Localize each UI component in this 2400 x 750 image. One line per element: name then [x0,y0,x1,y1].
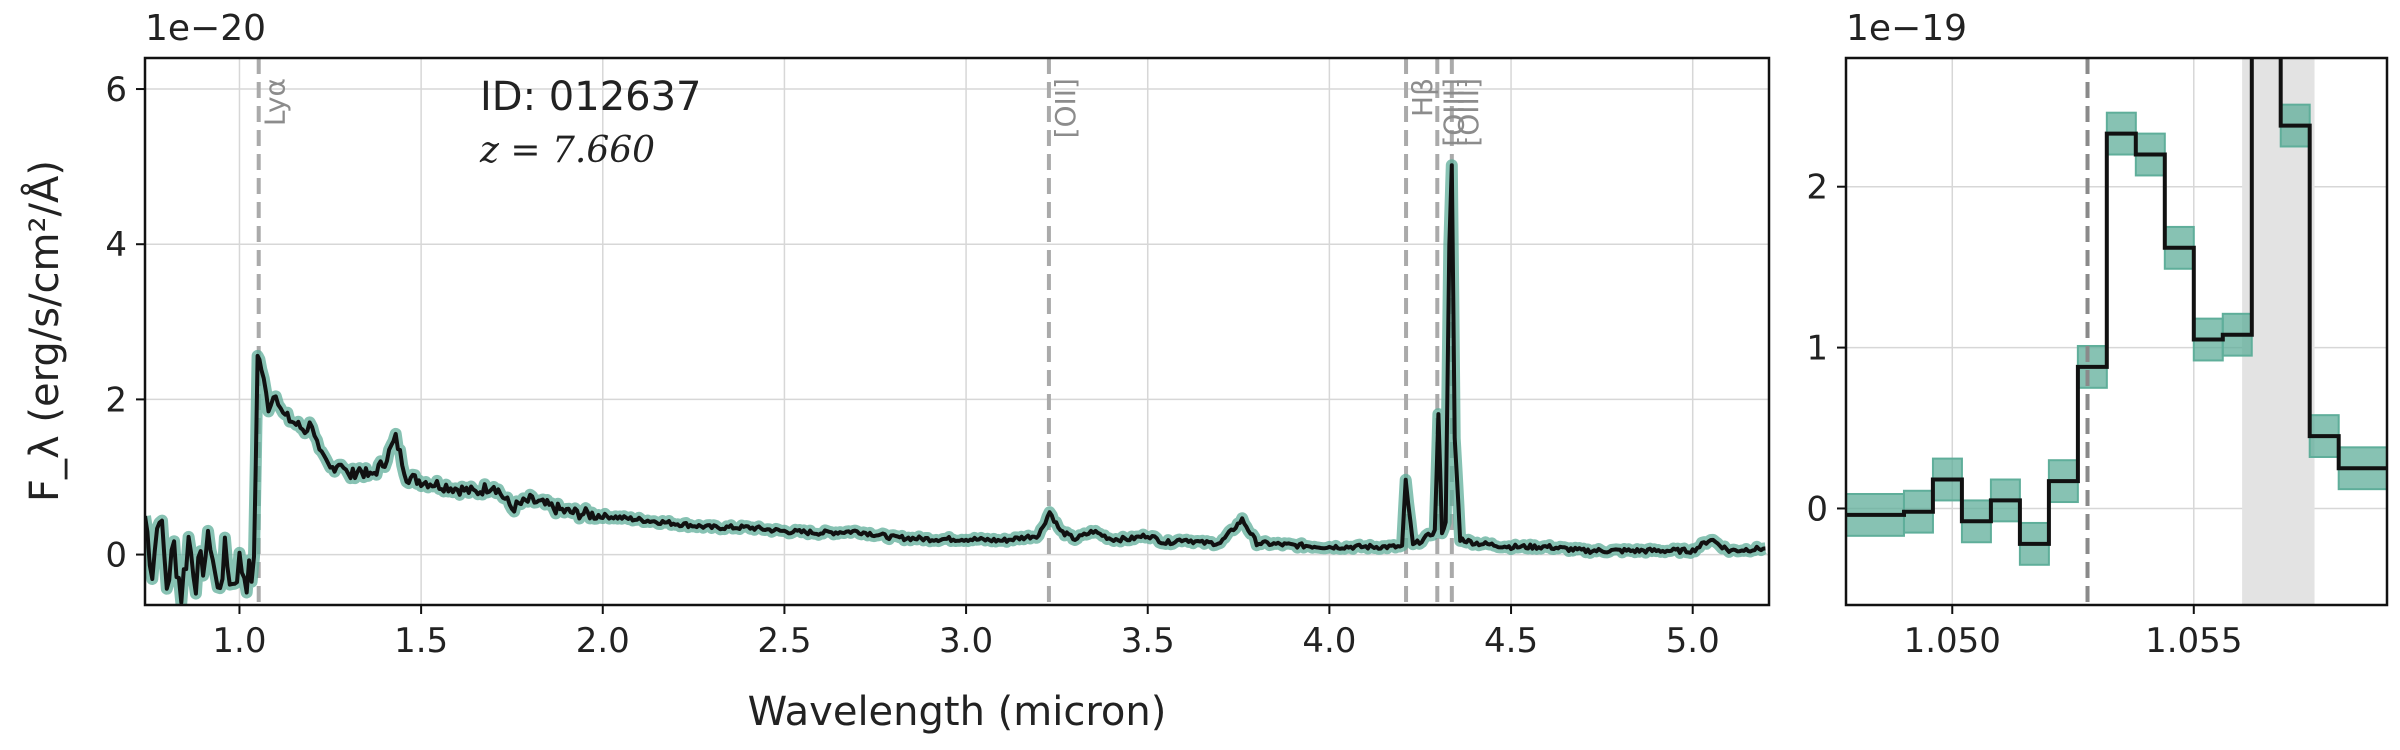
axis-ticks: 1.050 1.055 0 1 2 [1806,168,2242,661]
y-tick-label: 6 [105,70,127,110]
series-flux-step [1846,58,2387,546]
emission-line-label: [OII] [1049,78,1082,138]
plot-frame [1844,56,2389,607]
x-tick-label: 2.5 [757,621,811,661]
series-error-band [145,159,1769,605]
x-axis-label: Wavelength (micron) [748,689,1167,735]
emission-line-label: [OIII] [1452,78,1485,147]
emission-line-label: Lyα [259,78,292,126]
axis-ticks: 1.0 1.5 2.0 2.5 3.0 3.5 4.0 4.5 5.0 0 2 4 6 [105,70,1719,661]
y-axis-label: F_λ (erg/s/cm²/Å) [20,160,68,502]
emission-line-label: [OIII] [1437,78,1470,147]
y-tick-label: 4 [105,225,127,265]
redshift-annotation: z = 7.660 [479,130,655,171]
series-flux-line [145,163,1766,605]
panel-full-spectrum: 1.0 1.5 2.0 2.5 3.0 3.5 4.0 4.5 5.0 0 2 4 6 Lyα [OII]… [20,8,1771,735]
emission-line-markers [256,58,1454,605]
x-tick-label: 4.0 [1302,621,1356,661]
x-tick-label: 3.0 [939,621,993,661]
y-tick-label: 2 [105,380,127,420]
emission-line-label: Hβ [1406,78,1439,117]
y-tick-label: 1 [1806,329,1828,369]
grid [145,58,1769,605]
x-tick-label: 3.5 [1121,621,1175,661]
x-tick-label: 2.0 [576,621,630,661]
x-tick-label: 5.0 [1666,621,1720,661]
plot-frame [143,56,1771,607]
y-multiplier: 1e−20 [145,8,266,49]
y-tick-label: 0 [105,536,127,576]
emission-line-labels: Lyα [OII] Hβ[OIII][OIII] [259,78,1485,147]
x-tick-label: 1.5 [394,621,448,661]
x-tick-label: 1.055 [2145,621,2242,661]
y-multiplier: 1e−19 [1846,8,1967,49]
y-tick-label: 0 [1806,489,1828,529]
y-tick-label: 2 [1806,168,1828,208]
x-tick-label: 4.5 [1484,621,1538,661]
x-tick-label: 1.050 [1904,621,2001,661]
id-annotation: ID: 012637 [480,74,701,120]
x-tick-label: 1.0 [212,621,266,661]
panel-lya-zoom: 1.050 1.055 0 1 2 1e−19 [1806,8,2389,661]
masked-region [2242,58,2315,605]
